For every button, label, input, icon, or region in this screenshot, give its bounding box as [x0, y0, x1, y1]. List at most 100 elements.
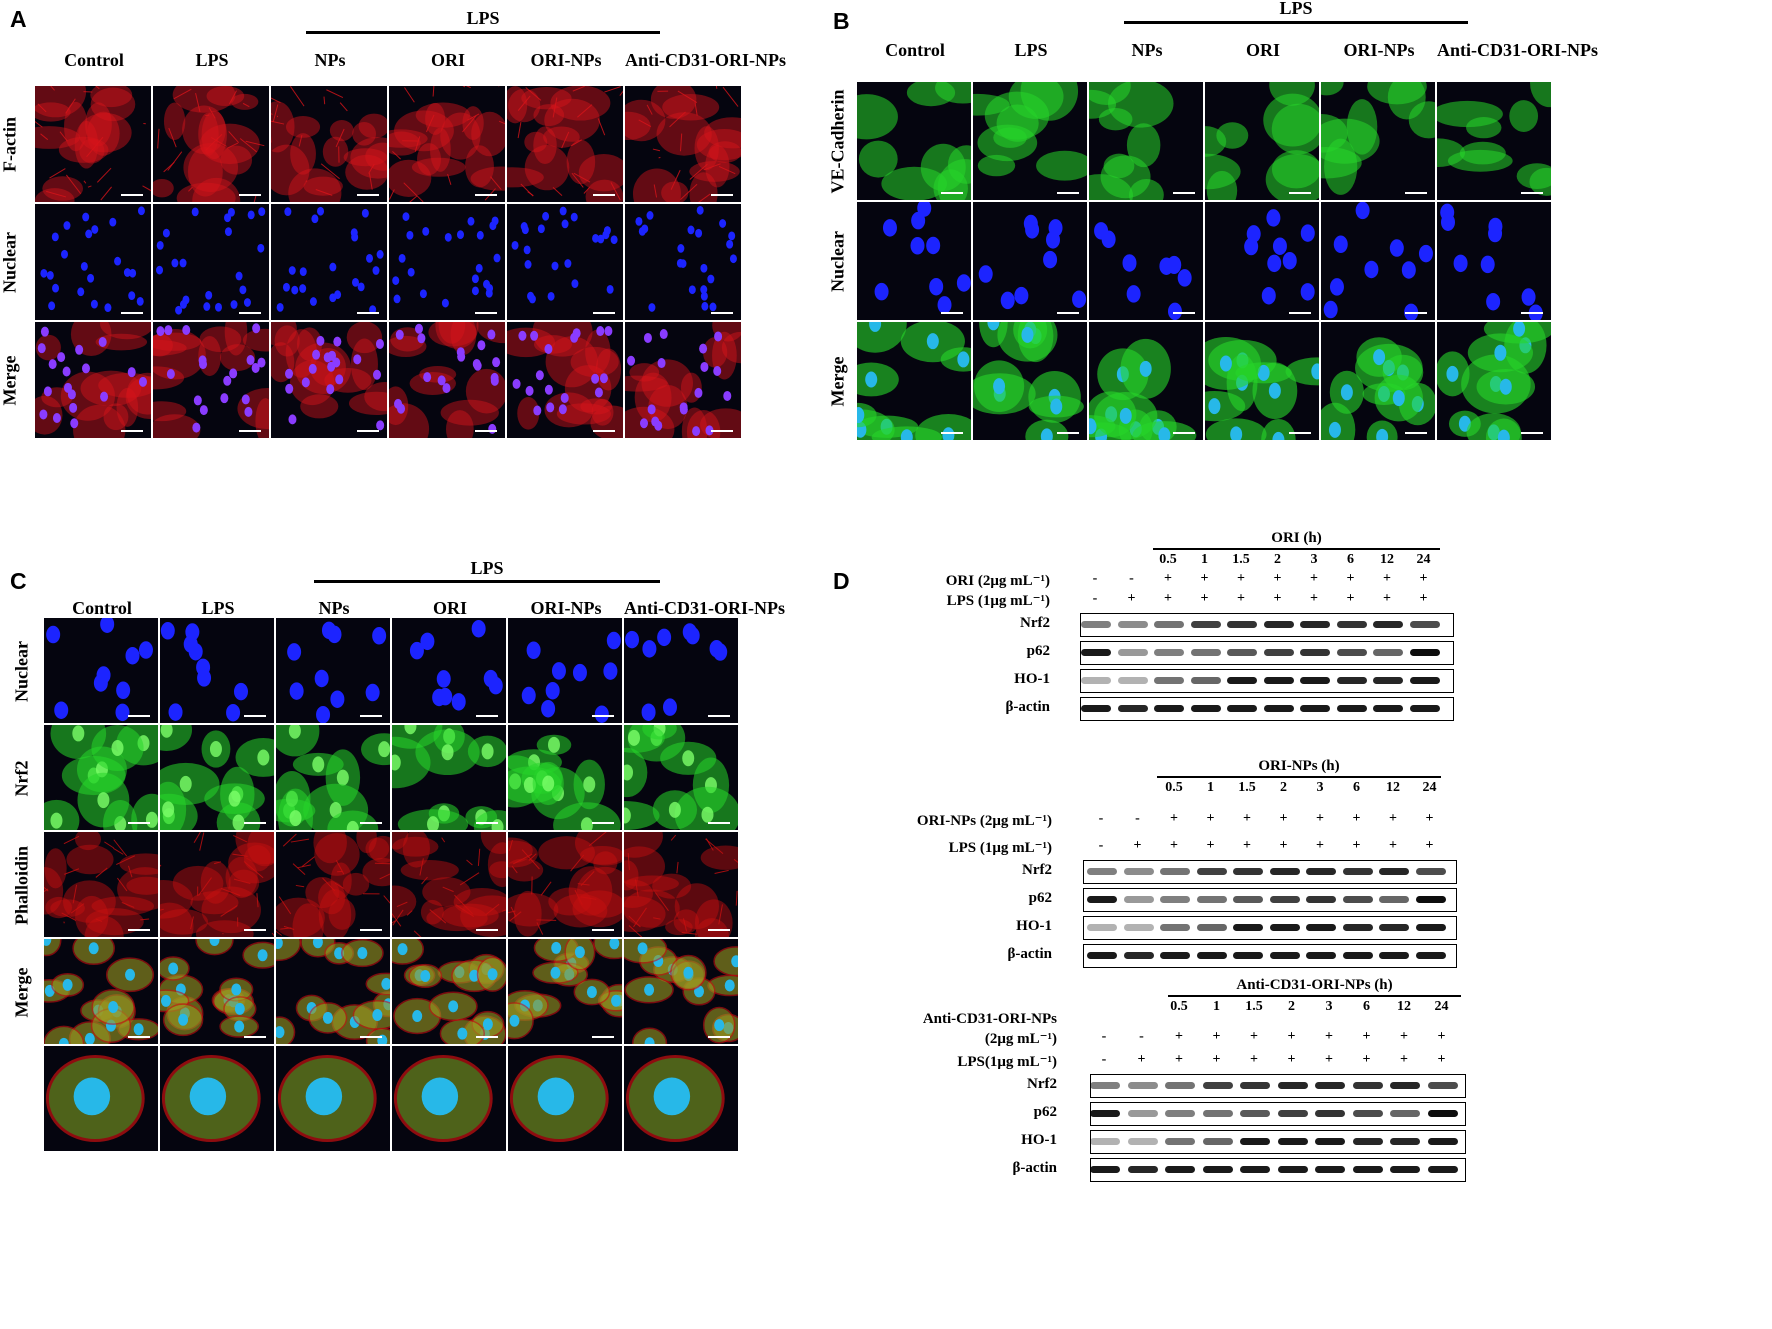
micrograph-tile — [857, 202, 971, 320]
scale-bar — [475, 194, 497, 196]
protein-band — [1154, 677, 1184, 684]
protein-band — [1342, 952, 1373, 959]
lps-sign: + — [1200, 591, 1209, 606]
protein-band — [1269, 952, 1300, 959]
scale-bar — [1405, 312, 1427, 314]
protein-band — [1202, 1110, 1233, 1117]
treatment-label: ORI (2μg mL⁻¹) — [945, 573, 1050, 589]
protein-band — [1233, 924, 1263, 931]
protein-band — [1117, 705, 1148, 712]
blot-title: ORI (h) — [1271, 530, 1322, 546]
scale-bar — [1289, 192, 1311, 194]
band-label: β-actin — [1007, 946, 1052, 962]
scale-bar — [593, 430, 615, 432]
protein-band — [1154, 621, 1184, 628]
micrograph-tile — [271, 204, 387, 320]
treatment-sign: + — [1316, 811, 1324, 826]
protein-band — [1190, 621, 1221, 628]
protein-band — [1090, 1110, 1120, 1117]
micrograph-tile — [276, 939, 390, 1044]
scale-bar — [1521, 312, 1543, 314]
band-label: Nrf2 — [1027, 1076, 1057, 1092]
scale-bar — [476, 822, 498, 824]
panel-b-lps-bracket — [1124, 21, 1468, 24]
micrograph-tile — [625, 322, 741, 438]
scale-bar — [239, 430, 261, 432]
protein-band — [1379, 952, 1409, 959]
scale-bar — [593, 312, 615, 314]
micrograph-tile — [1089, 202, 1203, 320]
treatment-sign: + — [1206, 811, 1215, 826]
scale-bar — [128, 822, 150, 824]
scale-bar — [244, 929, 266, 931]
scale-bar — [1057, 192, 1079, 194]
micrograph-tile — [1089, 322, 1203, 440]
time-point: 12 — [1386, 780, 1400, 795]
scale-bar — [357, 430, 379, 432]
scale-bar — [1173, 432, 1195, 434]
micrograph-tile — [624, 939, 738, 1044]
lps-sign: + — [1352, 838, 1361, 853]
scale-bar — [941, 432, 963, 434]
protein-band — [1427, 1166, 1458, 1173]
treatment-sign: + — [1243, 811, 1251, 826]
time-point: 6 — [1353, 780, 1360, 795]
micrograph-tile — [1321, 82, 1435, 200]
protein-band — [1300, 621, 1330, 628]
blot-title: ORI-NPs (h) — [1258, 758, 1340, 774]
lps-sign: + — [1206, 838, 1215, 853]
protein-band — [1300, 677, 1330, 684]
lps-sign: + — [1287, 1052, 1296, 1067]
protein-band — [1277, 1138, 1308, 1145]
micrograph-tile — [973, 322, 1087, 440]
protein-band — [1277, 1110, 1308, 1117]
lps-sign: + — [1175, 1052, 1183, 1067]
scale-bar — [708, 715, 730, 717]
scale-bar — [357, 312, 379, 314]
row-label: Nrf2 — [11, 760, 32, 796]
micrograph-tile — [507, 204, 623, 320]
column-label: ORI-NPs — [1343, 40, 1415, 60]
micrograph-tile — [160, 618, 274, 723]
scale-bar — [708, 1036, 730, 1038]
band-label: p62 — [1033, 1104, 1057, 1120]
scale-bar — [592, 929, 614, 931]
band-label: p62 — [1028, 890, 1052, 906]
time-point: 1 — [1207, 780, 1214, 795]
scale-bar — [1521, 432, 1543, 434]
scale-bar — [121, 312, 143, 314]
band-label: Nrf2 — [1022, 862, 1052, 878]
micrograph-tile — [44, 725, 158, 830]
band-label: HO-1 — [1014, 671, 1050, 687]
blot-strip — [1083, 888, 1457, 912]
column-label: NPs — [314, 50, 346, 70]
protein-band — [1090, 1166, 1120, 1173]
micrograph-tile — [1205, 322, 1319, 440]
micrograph-tile — [392, 832, 506, 937]
scale-bar — [711, 312, 733, 314]
protein-band — [1352, 1166, 1383, 1173]
protein-band — [1087, 896, 1117, 903]
treatment-sign: + — [1383, 571, 1391, 586]
lps-sign: + — [1127, 591, 1136, 606]
column-label: NPs — [318, 598, 350, 618]
scale-bar — [476, 715, 498, 717]
blot-strip — [1083, 860, 1457, 884]
protein-band — [1227, 705, 1257, 712]
panel-b-letter: B — [833, 8, 850, 34]
lps-sign: + — [1419, 591, 1428, 606]
treatment-sign: - — [1129, 571, 1134, 586]
lps-sign: + — [1243, 838, 1251, 853]
micrograph-tile — [624, 725, 738, 830]
protein-band — [1427, 1082, 1458, 1089]
protein-band — [1277, 1166, 1308, 1173]
scale-bar — [1057, 312, 1079, 314]
treatment-sign: - — [1092, 571, 1098, 586]
scale-bar — [360, 715, 382, 717]
treatment-label: ORI-NPs (2μg mL⁻¹) — [916, 813, 1052, 829]
lps-sign: + — [1325, 1052, 1333, 1067]
micrograph-tile — [160, 832, 274, 937]
treatment-sign: + — [1325, 1029, 1333, 1044]
protein-band — [1390, 1082, 1420, 1089]
time-point: 0.5 — [1159, 552, 1177, 567]
